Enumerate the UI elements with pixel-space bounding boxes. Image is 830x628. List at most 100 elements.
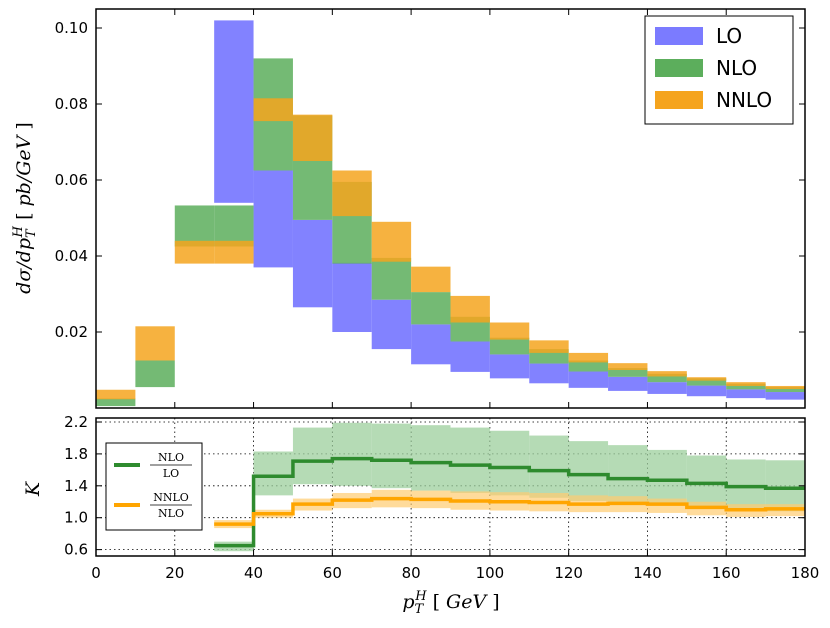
- band-nnlo-bin-10: [489, 322, 530, 340]
- band-nlo-bin-16: [726, 383, 766, 390]
- band-nlo-bin-17: [765, 387, 805, 393]
- x-tick-label-6: 120: [554, 564, 583, 582]
- kfactor-x-ticks: 0 20 40 60 80 100 120 140 160 180: [91, 550, 819, 582]
- band-nnlo-bin-6: [332, 170, 372, 217]
- x-tick-label-0: 0: [91, 564, 101, 582]
- x-tick-label-7: 140: [633, 564, 662, 582]
- band-nlo-bin-13: [608, 368, 648, 377]
- spectrum-legend: LO NLO NNLO: [644, 15, 794, 125]
- band-lo-bin-3: [214, 20, 254, 203]
- band-lo-bin-5: [292, 219, 333, 308]
- band-nnlo-bin-2: [174, 240, 215, 264]
- kfactor-y-ticks: 0.6 1.0 1.4 1.8 2.2: [64, 413, 805, 559]
- band-nnlo-bin-0: [96, 389, 136, 400]
- x-tick-label-4: 80: [402, 564, 421, 582]
- band-lo-bin-13: [608, 376, 648, 391]
- k-y-tick-label-1: 1.0: [64, 509, 88, 527]
- band-lo-bin-14: [647, 382, 687, 394]
- k-y-tick-label-2: 1.4: [64, 477, 88, 495]
- band-lo-bin-10: [489, 354, 530, 379]
- kfactor-line-0: [214, 456, 805, 548]
- band-nnlo-bin-15: [686, 377, 727, 381]
- kband-0-bin-9: [568, 441, 609, 501]
- x-tick-label-5: 100: [476, 564, 505, 582]
- band-lo-bin-17: [765, 392, 805, 400]
- band-lo-bin-15: [686, 385, 727, 397]
- k-y-tick-label-4: 2.2: [64, 413, 88, 431]
- x-tick-label-3: 60: [323, 564, 342, 582]
- band-nlo-bin-2: [174, 205, 215, 247]
- kband-0-bin-3: [332, 422, 372, 486]
- kfactor-line-1: [214, 496, 805, 526]
- spectrum-frame: [95, 8, 806, 409]
- kfactor-bands: [214, 422, 805, 552]
- k-y-tick-label-0: 0.6: [64, 541, 88, 559]
- kband-0-bin-13: [726, 459, 766, 510]
- k-legend-den-1: NLO: [158, 507, 184, 520]
- legend-label-nlo: NLO: [716, 56, 757, 80]
- kband-0-bin-7: [489, 430, 530, 496]
- y-tick-label-3: 0.08: [55, 95, 88, 113]
- svg-text:pTH [ GeV ]: pTH [ GeV ]: [402, 589, 499, 617]
- spectrum-y-axis-label: dσ/dpTH [ pb/GeV ]: [11, 122, 39, 294]
- kband-0-bin-6: [450, 427, 490, 493]
- legend-swatch-nnlo: [655, 91, 703, 109]
- kband-0-bin-8: [529, 435, 569, 498]
- band-lo-bin-11: [529, 363, 569, 384]
- x-tick-label-1: 20: [165, 564, 184, 582]
- band-nnlo-bin-13: [608, 363, 648, 370]
- spectrum-y-ticks: 0.02 0.04 0.06 0.08 0.10: [55, 19, 805, 341]
- kfactor-panel: 0.6 1.0 1.4 1.8 2.2 0 20 40 60 80 100 120 140 160 180…: [22, 413, 819, 617]
- kband-0-bin-1: [253, 451, 293, 496]
- band-nlo-bin-0: [96, 398, 136, 407]
- kfactor-y-axis-label: K: [22, 480, 44, 497]
- kband-0-bin-2: [292, 427, 333, 485]
- y-tick-label-1: 0.04: [55, 247, 88, 265]
- band-lo-bin-16: [726, 389, 766, 399]
- band-nlo-bin-10: [489, 337, 530, 355]
- band-lo-bin-4: [253, 170, 293, 268]
- band-nnlo-bin-14: [647, 371, 687, 377]
- legend-label-nnlo: NNLO: [716, 88, 772, 112]
- kfactor-legend: NLO LO NNLO NLO: [105, 442, 203, 531]
- y-tick-label-2: 0.06: [55, 171, 88, 189]
- k-legend-num-0: NLO: [158, 451, 184, 464]
- x-tick-label-8: 160: [712, 564, 741, 582]
- band-nlo-bin-14: [647, 373, 687, 383]
- band-nnlo-bin-1: [135, 326, 175, 361]
- legend-swatch-nlo: [655, 59, 703, 77]
- kband-0-bin-5: [411, 425, 451, 491]
- band-nnlo-bin-16: [726, 382, 766, 386]
- band-nnlo-bin-12: [568, 352, 609, 363]
- band-nnlo-bin-5: [292, 114, 333, 161]
- band-nlo-bin-15: [686, 378, 727, 386]
- band-nnlo-bin-11: [529, 340, 569, 353]
- kband-0-bin-11: [647, 449, 687, 506]
- band-lo-bin-6: [332, 262, 372, 332]
- kfactor-lines: [214, 456, 805, 548]
- band-nlo-bin-8: [411, 292, 451, 325]
- band-nnlo-bin-4: [253, 98, 293, 122]
- spectrum-x-ticks: [95, 9, 806, 408]
- legend-swatch-lo: [655, 27, 703, 45]
- x-tick-label-9: 180: [791, 564, 820, 582]
- band-nnlo-bin-17: [765, 385, 805, 389]
- band-nnlo-bin-9: [450, 295, 490, 323]
- band-lo-bin-9: [450, 341, 490, 372]
- spectrum-panel: 0.020.040.060.080.10 dσ/dpTH [ pb/GeV ] …: [11, 8, 806, 409]
- k-y-tick-label-3: 1.8: [64, 445, 88, 463]
- band-nnlo-bin-8: [411, 266, 451, 293]
- y-tick-label-0: 0.02: [55, 323, 88, 341]
- kband-0-bin-10: [608, 445, 648, 504]
- band-lo-bin-8: [411, 324, 451, 365]
- band-nlo-bin-12: [568, 360, 609, 372]
- k-legend-den-0: LO: [163, 467, 179, 480]
- band-nlo-bin-1: [135, 360, 175, 388]
- y-tick-label-4: 0.10: [55, 19, 88, 37]
- kband-0-bin-4: [371, 423, 412, 489]
- kband-0-bin-14: [765, 460, 805, 512]
- legend-label-lo: LO: [716, 24, 742, 48]
- band-lo-bin-7: [371, 299, 412, 350]
- band-lo-bin-12: [568, 371, 609, 388]
